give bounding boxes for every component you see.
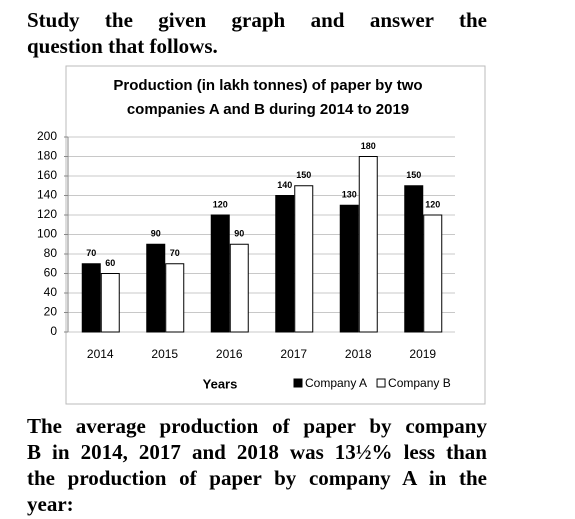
y-tick-label: 140	[37, 188, 57, 202]
legend-swatch	[376, 378, 386, 388]
value-label: 150	[406, 170, 421, 180]
y-tick-label: 20	[44, 305, 58, 319]
x-tick-label: 2019	[409, 347, 436, 361]
value-label: 90	[151, 229, 161, 239]
y-tick-label: 100	[37, 227, 57, 241]
bar	[165, 263, 185, 333]
text-line: year:	[27, 492, 74, 516]
value-label: 70	[86, 248, 96, 258]
value-label: 60	[105, 258, 115, 268]
value-label: 130	[342, 190, 357, 200]
bar	[423, 214, 443, 333]
x-tick-label: 2015	[151, 347, 178, 361]
legend-label: Company A	[305, 376, 367, 390]
y-tick-label: 80	[44, 246, 58, 260]
bar	[81, 263, 101, 333]
x-tick-label: 2018	[345, 347, 372, 361]
y-tick-label: 120	[37, 207, 57, 221]
y-tick-label: 160	[37, 168, 57, 182]
text-line: Study the given graph and answer the	[27, 8, 487, 32]
x-tick-label: 2016	[216, 347, 243, 361]
bar	[339, 204, 359, 333]
legend-label: Company B	[388, 376, 451, 390]
y-tick-label: 200	[37, 129, 57, 143]
bar	[404, 185, 424, 333]
chart-title: companies A and B during 2014 to 2019	[127, 101, 409, 118]
value-label: 70	[170, 248, 180, 258]
text-line: B in 2014, 2017 and 2018 was 13½% less t…	[27, 440, 487, 464]
value-label: 120	[425, 199, 440, 209]
x-tick-label: 2014	[87, 347, 114, 361]
question-text: The average production of paper by compa…	[27, 413, 487, 517]
bar	[229, 243, 249, 333]
bar	[100, 273, 120, 333]
value-label: 180	[361, 141, 376, 151]
bar	[358, 156, 378, 333]
text-line: the production of paper by company A in …	[27, 466, 487, 490]
bar	[210, 214, 230, 333]
header-text: Study the given graph and answer the ques…	[27, 7, 487, 59]
bar	[294, 185, 314, 333]
y-tick-label: 0	[50, 324, 57, 338]
x-axis-title: Years	[203, 376, 238, 391]
text-line: The average production of paper by compa…	[27, 414, 487, 438]
bar	[146, 243, 166, 333]
x-tick-label: 2017	[280, 347, 307, 361]
y-tick-label: 60	[44, 266, 58, 280]
y-tick-label: 40	[44, 285, 58, 299]
value-label: 120	[213, 199, 228, 209]
text-line: question that follows.	[27, 34, 218, 58]
bar	[275, 195, 295, 333]
value-label: 90	[234, 229, 244, 239]
legend-swatch	[293, 378, 303, 388]
chart-title: Production (in lakh tonnes) of paper by …	[113, 77, 422, 94]
value-label: 150	[296, 170, 311, 180]
y-tick-label: 180	[37, 149, 57, 163]
value-label: 140	[277, 180, 292, 190]
